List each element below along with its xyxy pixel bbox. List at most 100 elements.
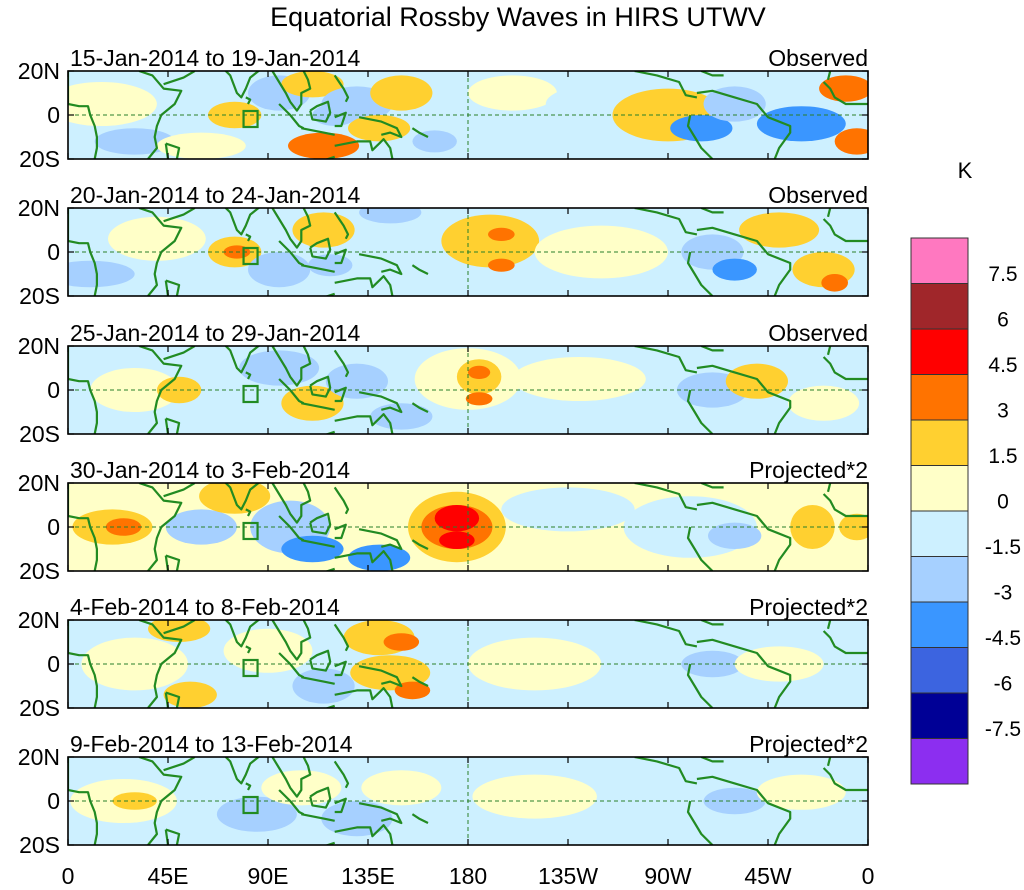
lat-label: 20N — [18, 607, 60, 633]
coastline — [245, 508, 252, 517]
anomaly-contour — [359, 208, 422, 224]
coastline — [700, 71, 724, 77]
coastline — [68, 239, 98, 296]
lat-label: 0 — [47, 651, 60, 677]
map-panel: 25-Jan-2014 to 29-Jan-2014 Observed 20N 0 20… — [18, 320, 869, 447]
coastline — [68, 514, 98, 571]
coastline — [278, 240, 305, 267]
anomaly-contour — [281, 535, 344, 563]
coastline — [68, 651, 98, 708]
coastline — [686, 526, 714, 571]
anomaly-contour — [208, 101, 262, 129]
anomaly-contour — [465, 392, 493, 406]
coastline — [411, 264, 429, 275]
coastline — [333, 760, 350, 789]
anomaly-contour — [472, 774, 597, 819]
colorbar-tick-label: 0 — [997, 490, 1009, 513]
coastlines — [68, 71, 868, 159]
longitude-axis: 0 45E 90E 135E 180 135W 90W 45W 0 — [62, 863, 875, 889]
colorbar-swatch — [910, 374, 969, 421]
colorbar-swatch — [910, 237, 969, 284]
coastline — [333, 74, 350, 103]
anomaly-contour — [370, 75, 433, 111]
reference-box — [242, 795, 259, 815]
colorbar-tick-label: 3 — [997, 399, 1009, 422]
lat-label: 20N — [18, 58, 60, 84]
coastline — [822, 767, 868, 792]
anomaly-contour — [441, 214, 540, 268]
coastline — [358, 116, 403, 139]
reference-box — [242, 658, 259, 678]
coastline — [358, 802, 403, 825]
coastline — [634, 208, 698, 236]
lon-label: 45W — [744, 863, 792, 889]
lon-label: 90W — [644, 863, 692, 889]
map-panel: 9-Feb-2014 to 13-Feb-2014 Projected*2 20N 0… — [18, 731, 869, 858]
coastline — [278, 789, 305, 816]
lon-label: 0 — [62, 863, 75, 889]
coastline — [224, 346, 261, 374]
coastline — [334, 413, 394, 434]
coastline — [358, 528, 403, 551]
colorbar-swatch — [910, 328, 969, 375]
lat-label: 20S — [19, 695, 60, 721]
coastline — [686, 800, 714, 845]
coastline — [696, 89, 792, 159]
coastline — [309, 375, 332, 398]
anomaly-contour — [734, 646, 824, 682]
coastline — [165, 691, 181, 708]
coastline — [686, 389, 714, 434]
coastline — [696, 775, 792, 845]
coastline — [334, 523, 347, 540]
anomaly-contour — [288, 132, 360, 159]
map-panel: 4-Feb-2014 to 8-Feb-2014 Projected*2 20N 0 2… — [18, 594, 869, 721]
coastline — [822, 630, 868, 655]
coastlines — [68, 620, 868, 708]
lon-label: 90E — [248, 863, 289, 889]
anomaly-contour — [725, 363, 789, 399]
anomaly-contour — [488, 227, 515, 241]
anomaly-contour — [68, 82, 157, 126]
colorbar-swatch — [910, 692, 969, 739]
panel-date-range: 25-Jan-2014 to 29-Jan-2014 — [70, 320, 360, 346]
coastline — [165, 279, 181, 296]
anomaly-contour — [712, 258, 757, 281]
coastline — [138, 208, 183, 296]
colorbar-tick-label: -7.5 — [985, 718, 1021, 741]
colorbar-swatch — [910, 283, 969, 330]
coastline — [700, 757, 724, 763]
colorbar-swatch — [910, 419, 969, 466]
coastline — [686, 663, 714, 708]
coastline — [271, 620, 312, 661]
coastline — [358, 391, 403, 414]
coastline — [165, 417, 181, 434]
anomaly-contour — [108, 216, 206, 261]
anomaly-contour — [468, 365, 491, 379]
coastline — [333, 211, 350, 240]
anomaly-contour — [105, 518, 142, 536]
lat-label: 0 — [47, 102, 60, 128]
coastline — [309, 512, 332, 535]
lon-label: 135E — [341, 863, 395, 889]
coastline — [700, 346, 724, 352]
coastline — [278, 652, 305, 679]
coastline — [324, 292, 336, 296]
map-panels: 15-Jan-2014 to 19-Jan-2014 Observed20N020… — [18, 45, 869, 858]
map-panel: 15-Jan-2014 to 19-Jan-2014 Observed 20N 0 20… — [18, 45, 869, 172]
coastline — [333, 349, 350, 378]
anomaly-contour — [819, 75, 868, 102]
coastline — [278, 103, 305, 130]
coastline — [309, 649, 332, 672]
coastline — [245, 96, 252, 105]
anomaly-contour — [394, 681, 431, 700]
panel-date-range: 9-Feb-2014 to 13-Feb-2014 — [70, 731, 353, 757]
anomaly-contour — [468, 637, 602, 691]
coastline — [163, 208, 196, 223]
coastline — [309, 786, 332, 809]
coastline — [324, 704, 336, 708]
panel-type-label: Observed — [768, 182, 868, 208]
coastline — [826, 483, 832, 493]
coastline — [68, 102, 98, 159]
anomaly-contour — [703, 86, 766, 122]
colorbar-tick-label: 7.5 — [988, 263, 1017, 286]
